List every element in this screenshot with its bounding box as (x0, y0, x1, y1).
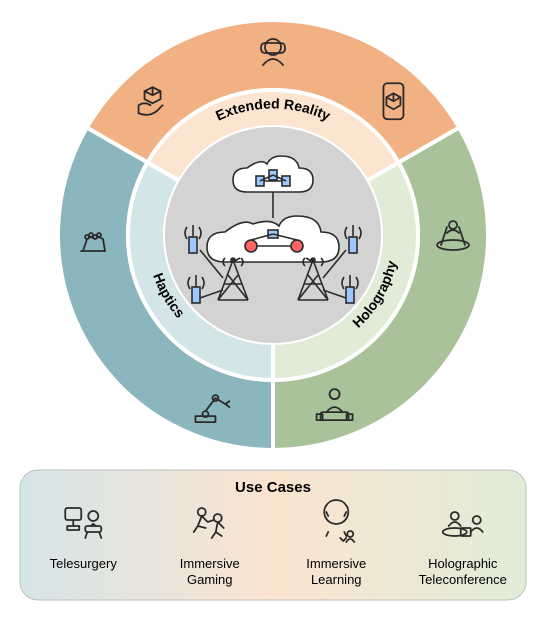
usecase-label: Telesurgery (50, 556, 118, 571)
usecase-label: Holographic (428, 556, 498, 571)
usecase-label: Immersive (180, 556, 240, 571)
usecase-label-2: Learning (311, 572, 362, 587)
usecases-title: Use Cases (235, 479, 311, 496)
diagram-root: Extended RealityHolographyHaptics Use Ca… (0, 0, 546, 620)
usecase-label-2: Gaming (187, 572, 233, 587)
diagram-svg: Extended RealityHolographyHaptics Use Ca… (0, 0, 546, 620)
usecase-label-2: Teleconference (419, 572, 507, 587)
usecase-label: Immersive (306, 556, 366, 571)
